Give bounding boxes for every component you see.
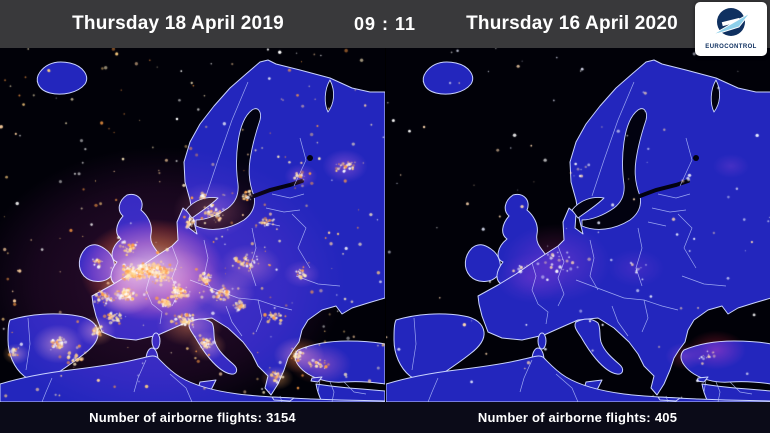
- time-display: 09 : 11: [353, 14, 417, 34]
- map-panel-2019: [0, 48, 385, 402]
- map-panel-2020: [385, 48, 770, 402]
- flight-count-label: Number of airborne flights:: [89, 410, 263, 425]
- flight-count-value: 3154: [266, 410, 296, 425]
- date-label-2019: Thursday 18 April 2019: [72, 13, 284, 34]
- flight-count-label: Number of airborne flights:: [477, 410, 651, 425]
- flight-count-2019: Number of airborne flights: 3154: [0, 402, 385, 433]
- eurocontrol-emblem-icon: [711, 8, 751, 36]
- flight-count-value: 405: [654, 410, 678, 425]
- flight-dots-canvas-2019: [0, 48, 385, 402]
- flight-count-2020: Number of airborne flights: 405: [385, 402, 770, 433]
- flight-dots-canvas-2020: [386, 48, 770, 402]
- eurocontrol-logo: EUROCONTROL: [695, 2, 767, 56]
- date-label-2020: Thursday 16 April 2020: [466, 13, 678, 34]
- header-bar: Thursday 18 April 2019 09 : 11 Thursday …: [0, 0, 770, 48]
- eurocontrol-wordmark: EUROCONTROL: [705, 44, 757, 50]
- footer-bar: Number of airborne flights: 3154 Number o…: [0, 402, 770, 433]
